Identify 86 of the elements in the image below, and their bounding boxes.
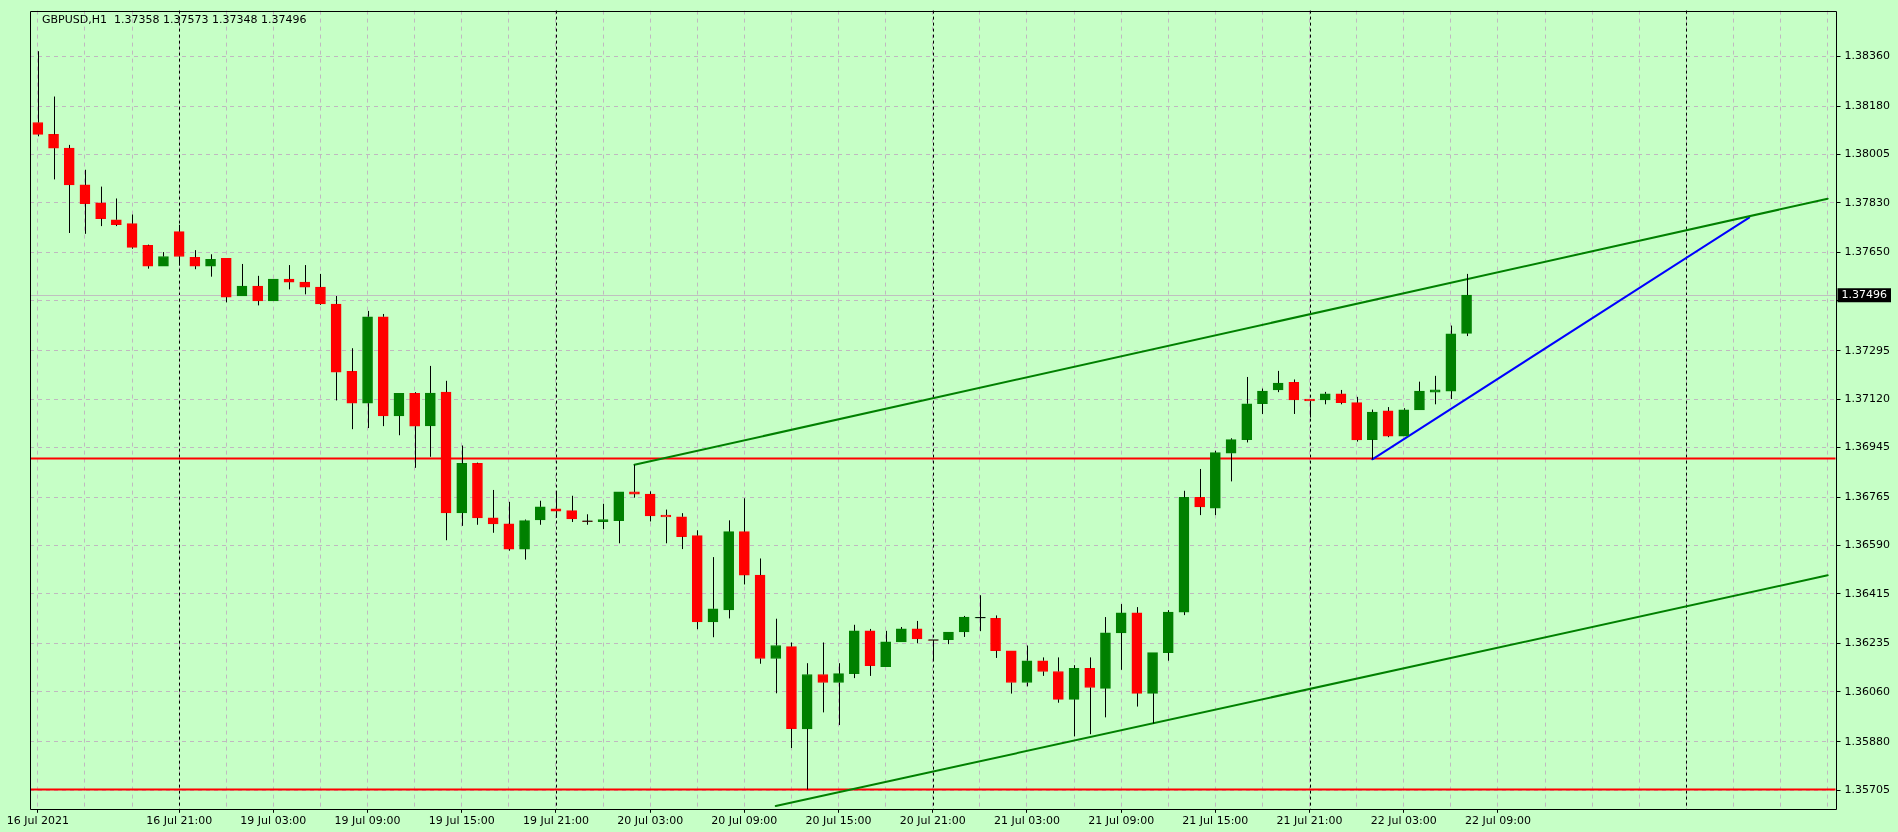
x-tick-label: 16 Jul 21:00 <box>146 814 213 828</box>
candlestick <box>1021 645 1033 687</box>
candlestick <box>1367 409 1378 460</box>
candlestick <box>158 251 169 267</box>
candlestick <box>1131 606 1143 708</box>
x-tick-label: 19 Jul 09:00 <box>334 814 401 828</box>
x-tick-label: 20 Jul 15:00 <box>805 814 872 828</box>
candlestick <box>330 295 342 401</box>
candlestick <box>1445 325 1457 400</box>
y-tick-label: 1.37120 <box>1844 391 1891 405</box>
candlestick <box>880 630 891 668</box>
candlestick <box>817 641 829 713</box>
candlestick <box>786 641 797 749</box>
candlestick <box>425 365 436 458</box>
candlestick <box>1162 609 1174 662</box>
candlestick <box>283 264 295 290</box>
y-tick-label: 1.37295 <box>1844 343 1891 357</box>
candlestick <box>142 245 154 270</box>
candlestick <box>644 490 656 522</box>
candlestick <box>79 169 91 235</box>
y-tick-label: 1.38360 <box>1844 49 1891 63</box>
candlestick <box>1351 396 1362 443</box>
candlestick <box>1398 407 1410 437</box>
candlestick <box>1068 664 1080 737</box>
candlestick <box>362 310 373 429</box>
candlestick <box>691 529 703 630</box>
candlestick <box>1178 490 1190 616</box>
y-tick-label: 1.36235 <box>1844 636 1891 650</box>
candlestick <box>597 503 609 530</box>
y-tick-label: 1.36415 <box>1844 586 1891 600</box>
x-tick-label: 22 Jul 09:00 <box>1464 814 1531 828</box>
candlestick <box>393 392 405 436</box>
candlestick <box>346 347 358 430</box>
x-tick-label: 20 Jul 21:00 <box>899 814 966 828</box>
candlestick <box>1100 616 1111 718</box>
x-tick-label: 19 Jul 15:00 <box>428 814 495 828</box>
candlestick <box>63 144 75 234</box>
y-tick-label: 1.36590 <box>1844 538 1891 552</box>
candlestick <box>205 253 216 278</box>
candlestick <box>1147 652 1158 724</box>
y-tick-label: 1.35705 <box>1844 782 1891 796</box>
y-tick-label: 1.37830 <box>1844 195 1891 209</box>
y-tick-label: 1.38005 <box>1844 147 1891 161</box>
x-tick-label: 16 Jul 2021 <box>6 814 69 828</box>
y-tick-label: 1.35880 <box>1844 734 1891 748</box>
x-tick-label: 21 Jul 03:00 <box>993 814 1060 828</box>
candlestick <box>723 519 734 619</box>
candlestick <box>1414 381 1425 411</box>
candlestick <box>990 614 1001 659</box>
chart-title: GBPUSD,H1 1.37358 1.37573 1.37348 1.37496 <box>42 13 307 27</box>
candlestick <box>111 197 122 226</box>
candlestick <box>1319 391 1331 405</box>
candlestick <box>1053 656 1064 704</box>
y-tick-label: 1.38180 <box>1844 99 1891 113</box>
candlestick <box>864 628 876 677</box>
y-tick-label: 1.36060 <box>1844 684 1891 698</box>
x-tick-label: 21 Jul 09:00 <box>1088 814 1155 828</box>
y-tick-label: 1.37650 <box>1844 245 1891 259</box>
candlestick <box>1288 378 1300 415</box>
x-tick-label: 20 Jul 03:00 <box>617 814 684 828</box>
candlestick <box>739 497 750 585</box>
candlestick <box>126 214 138 248</box>
x-tick-label: 22 Jul 03:00 <box>1370 814 1437 828</box>
ref-line-label: 1.37496 <box>1841 288 1888 302</box>
candlestick <box>1210 450 1221 516</box>
x-tick-label: 21 Jul 21:00 <box>1276 814 1343 828</box>
candlestick <box>1461 273 1472 337</box>
candlestick <box>519 520 530 561</box>
candlestick <box>848 624 860 679</box>
y-tick-label: 1.36945 <box>1844 440 1891 454</box>
candlestick <box>676 512 687 550</box>
candlestick <box>801 662 813 790</box>
y-tick-label: 1.36765 <box>1844 490 1891 503</box>
candlestick <box>754 557 766 665</box>
candlestick <box>456 444 468 527</box>
x-tick-label: 19 Jul 21:00 <box>522 814 589 828</box>
candlestick <box>220 258 232 303</box>
candlestick <box>833 662 844 726</box>
x-tick-label: 19 Jul 03:00 <box>240 814 307 828</box>
x-tick-label: 21 Jul 15:00 <box>1182 814 1249 828</box>
x-tick-label: 20 Jul 09:00 <box>711 814 778 828</box>
candlestick <box>1241 376 1253 443</box>
candlestick <box>1084 656 1096 735</box>
candlestick <box>377 313 389 427</box>
candlestick <box>1005 650 1017 695</box>
candlestick <box>943 631 954 645</box>
